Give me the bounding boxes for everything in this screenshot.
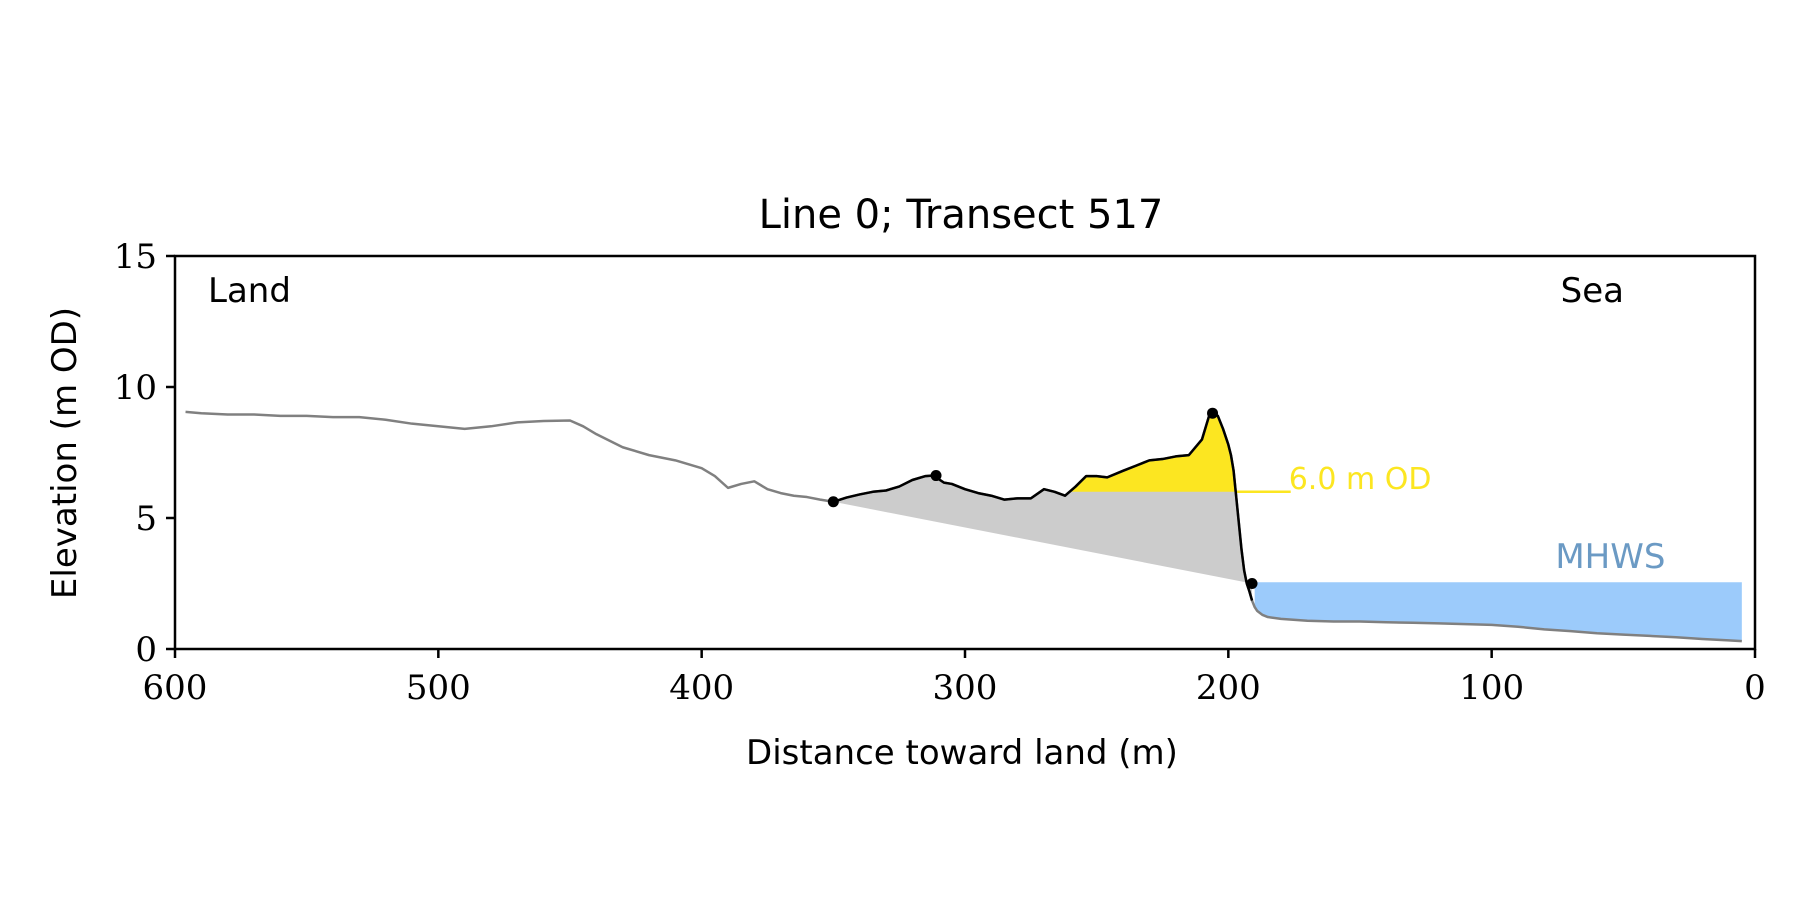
y-tick-label: 5 bbox=[135, 499, 157, 539]
x-tick-label: 600 bbox=[143, 668, 208, 708]
above-threshold-fill bbox=[1069, 413, 1236, 492]
x-axis-label: Distance toward land (m) bbox=[746, 733, 1178, 773]
x-tick-label: 0 bbox=[1744, 668, 1766, 708]
y-tick-label: 0 bbox=[135, 630, 157, 670]
x-tick-label: 400 bbox=[669, 668, 734, 708]
threshold-label: 6.0 m OD bbox=[1289, 462, 1432, 497]
y-tick-label: 15 bbox=[114, 237, 157, 277]
dune-marker-4 bbox=[1246, 578, 1258, 589]
dune-marker-1 bbox=[827, 496, 839, 508]
x-tick-label: 500 bbox=[406, 668, 471, 708]
dune-marker-3 bbox=[1207, 407, 1219, 419]
plot-area: 6.0 m OD MHWS bbox=[185, 407, 1742, 643]
chart-title: Line 0; Transect 517 bbox=[759, 192, 1164, 238]
x-tick-label: 100 bbox=[1459, 668, 1524, 708]
y-tick-label: 10 bbox=[114, 368, 157, 408]
dune-profile-line bbox=[832, 411, 1254, 601]
x-tick-label: 200 bbox=[1196, 668, 1261, 708]
axes: 600 500 400 300 200 100 0 0 5 10 15 bbox=[114, 237, 1766, 708]
dune-marker-2 bbox=[930, 470, 942, 482]
sea-fill bbox=[1254, 582, 1742, 642]
volume-fill bbox=[833, 413, 1253, 601]
sea-label: Sea bbox=[1561, 271, 1624, 311]
mhws-label: MHWS bbox=[1555, 537, 1665, 577]
y-axis-label: Elevation (m OD) bbox=[45, 307, 85, 599]
x-tick-label: 300 bbox=[933, 668, 998, 708]
land-label: Land bbox=[208, 271, 291, 311]
